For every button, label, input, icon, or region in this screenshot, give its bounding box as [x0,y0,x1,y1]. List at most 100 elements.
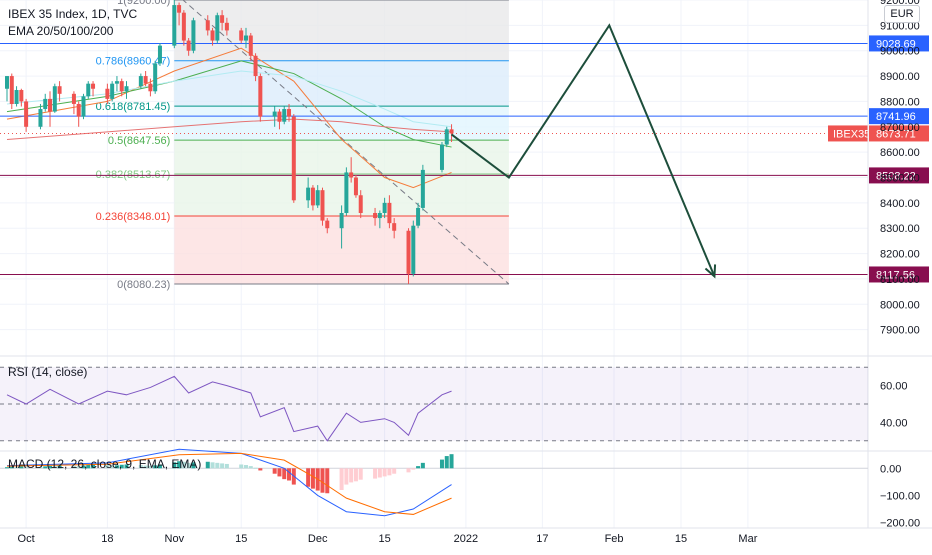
symbol-tag-label: IBEX35 [833,128,870,140]
candle-body [392,223,397,231]
macd-histogram-bar [258,468,263,471]
macd-histogram-bar [382,468,387,477]
level-price-tag [869,108,929,125]
macd-histogram-bar [19,466,24,469]
candle-body [210,30,215,41]
candle-body [220,15,225,23]
macd-histogram-bar [172,462,177,469]
macd-histogram-bar [52,466,57,469]
candle-body [71,93,76,104]
candle-body [215,15,220,41]
rsi-legend: RSI (14, close) [8,365,88,379]
candle-body [349,172,354,178]
macd-histogram-bar [205,461,210,469]
macd-histogram-bar [153,465,158,469]
price-axis-label: 9100.00 [880,20,920,32]
macd-histogram-bar [48,465,53,469]
macd-histogram-bar [320,468,325,493]
macd-histogram-bar [86,465,91,469]
ema-line [6,70,452,128]
price-axis-label: 8500.00 [880,173,920,185]
macd-histogram-bar [358,468,363,480]
fib-level-label: 0.786(8960.47) [96,56,171,68]
candle-body [382,202,387,213]
macd-histogram-bar [5,467,9,469]
candle-body [239,30,244,41]
fib-level-label: 0(8080.23) [117,279,170,291]
candle-body [272,111,277,117]
macd-histogram-bar [210,462,215,469]
candle-body [325,220,330,229]
candle-body [244,35,248,41]
currency-button[interactable]: EUR [884,5,920,23]
candle-body [277,111,282,122]
candle-body [339,213,344,229]
trend-line [182,0,510,285]
candle-body [105,88,110,99]
fib-level-label: 0.5(8647.56) [108,135,170,147]
macd-histogram-bar [420,462,425,469]
macd-histogram-bar [38,466,43,469]
rsi-line [6,375,452,442]
macd-histogram-bar [272,468,277,474]
candle-body [224,22,229,31]
macd-histogram-bar [353,468,358,482]
candle-body [205,20,210,31]
candle-body [406,230,411,274]
candle-body [420,169,425,208]
candle-body [315,190,320,206]
time-axis-label: 18 [101,533,113,545]
ema-line [6,60,452,148]
candle-body [9,76,14,104]
macd-legend: MACD (12, 26, close, 9, EMA, EMA) [8,457,202,471]
candle-body [186,40,191,51]
macd-histogram-bar [239,464,244,469]
macd-histogram-bar [220,463,225,469]
last-price-tag [869,125,929,142]
macd-histogram-bar [14,466,19,469]
ema-legend: EMA 20/50/100/200 [8,24,114,38]
macd-histogram-bar [349,468,354,483]
macd-histogram-bar [282,468,287,480]
macd-histogram-bar [143,465,148,469]
fib-zone [174,140,509,175]
macd-histogram-bar [177,461,182,469]
level-price-tag [869,167,929,184]
macd-histogram-bar [91,464,96,469]
macd-signal-line [6,452,452,515]
candle-body [119,81,124,92]
candle-body [181,12,186,41]
price-axis-label: 9000.00 [880,46,920,58]
macd-histogram-bar [310,468,315,489]
macd-axis-label: 0.00 [880,463,901,475]
time-axis-label: 15 [675,533,687,545]
candle-body [76,103,81,117]
candle-body [416,207,421,226]
candle-body [353,177,358,196]
macd-histogram-bar [449,454,454,469]
macd-histogram-bar [191,462,196,469]
time-axis-label: Nov [165,533,185,545]
candle-body [114,81,119,84]
macd-histogram-bar [392,468,397,474]
candle-body [52,86,57,112]
macd-histogram-bar [344,468,349,485]
candle-body [411,225,416,274]
rsi-axis-label: 60.00 [880,381,908,393]
macd-histogram-bar [339,468,344,490]
candle-body [291,116,296,201]
candle-body [344,172,349,213]
macd-histogram-bar [105,465,110,469]
candle-body [48,98,53,112]
candle-body [5,76,9,89]
candle-body [377,213,382,219]
price-axis-label: 8300.00 [880,223,920,235]
candle-body [86,83,91,97]
candle-body [43,98,48,110]
macd-histogram-bar [71,465,76,469]
macd-histogram-bar [119,464,124,469]
candle-body [157,45,162,64]
macd-line [6,448,452,517]
